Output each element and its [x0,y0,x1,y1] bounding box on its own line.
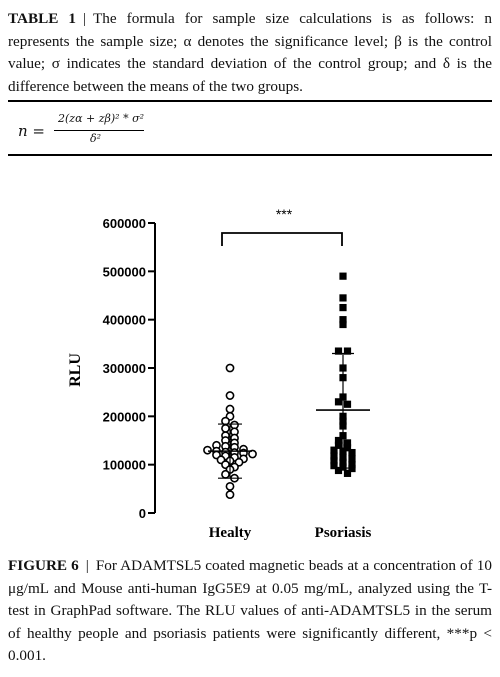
psoriasis-point [330,452,338,460]
healthy-point [225,482,235,491]
y-tick-label: 600000 [103,216,146,231]
data-points [203,272,356,500]
rlu-dot-plot: 0 100000 200000 300000 400000 500000 600000 He… [0,195,500,550]
figure-label: FIGURE 6 [8,557,79,574]
significance-bracket: *** [221,206,343,246]
psoriasis-point [343,444,352,452]
psoriasis-point [339,294,347,302]
psoriasis-point [343,439,352,447]
healthy-point [221,424,230,433]
y-tick-label: 500000 [103,264,146,279]
psoriasis-point [348,455,356,463]
x-tick-label: Healty [209,525,252,541]
table-label: TABLE 1 [8,10,76,27]
psoriasis-point [339,272,347,280]
psoriasis-point [339,303,347,312]
significance-stars: *** [276,206,293,222]
y-tick-label: 200000 [103,409,146,424]
y-tick-label: 100000 [103,458,146,473]
psoriasis-point [334,398,343,406]
x-tick-labels: Healty Psoriasis [209,525,372,541]
psoriasis-point [348,461,356,469]
psoriasis-point [343,347,352,355]
healthy-point [248,449,257,459]
formula-denominator: δ² [90,132,102,145]
psoriasis-point [343,400,352,408]
healthy-point [225,363,235,373]
y-tick-labels: 0 100000 200000 300000 400000 500000 600000 [103,216,146,521]
y-tick-label: 0 [139,506,146,521]
healthy-point [203,445,212,455]
healthy-point [225,391,235,400]
figure-caption: FIGURE 6 | For ADAMTSL5 coated magnetic be… [8,555,492,668]
psoriasis-point [339,320,347,329]
table-separator: | [82,10,87,27]
sample-size-formula: n = 2(zα + zβ)² * σ² δ² [18,110,318,152]
psoriasis-point [343,469,352,477]
table-caption: TABLE 1 | The formula for sample size calc… [8,8,492,98]
figure-separator: | [85,557,89,574]
healthy-point [225,404,235,414]
psoriasis-point [348,448,356,457]
formula-fraction-bar [54,130,144,131]
x-tick-label: Psoriasis [315,525,372,541]
psoriasis-point [339,316,347,324]
healthy-point [221,469,230,479]
healthy-point [225,490,235,500]
mean-sd-bars [208,352,370,479]
formula-lhs: n = [18,122,45,140]
psoriasis-point [330,446,338,454]
table-bottom-rule [8,154,492,156]
significance-bracket-line [221,232,343,246]
psoriasis-point [334,466,343,475]
table-top-rule [8,100,492,102]
y-axis [148,222,156,514]
y-tick-label: 300000 [103,361,146,376]
psoriasis-point [334,347,343,355]
psoriasis-point [330,462,338,470]
y-axis-label: RLU [67,353,84,387]
y-tick-label: 400000 [103,313,146,328]
psoriasis-point [330,457,338,465]
chart-svg: 0 100000 200000 300000 400000 500000 600000 He… [67,206,372,541]
table-caption-text: The formula for sample size calculations… [8,10,492,95]
figure-caption-text: For ADAMTSL5 coated magnetic beads at a … [8,557,492,664]
psoriasis-point [334,436,343,445]
formula-numerator: 2(zα + zβ)² * σ² [58,112,144,125]
psoriasis-point [334,441,343,449]
